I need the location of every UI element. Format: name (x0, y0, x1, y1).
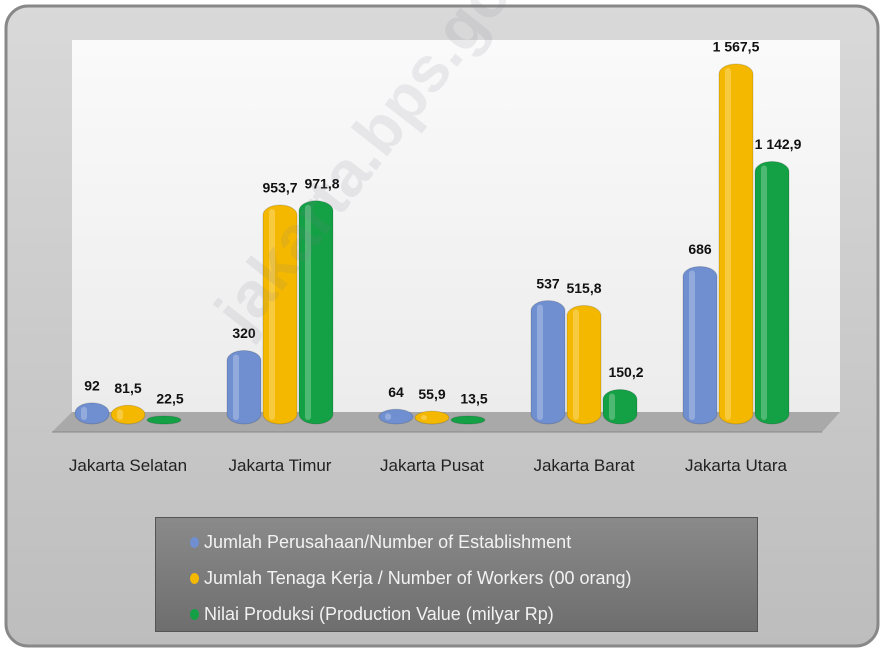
bar-shine (233, 354, 239, 420)
bar (378, 408, 414, 425)
legend-swatch (190, 573, 199, 584)
data-label: 686 (688, 241, 712, 257)
x-tick-label: Jakarta Utara (684, 456, 788, 475)
data-label: 537 (536, 275, 560, 291)
bar-shine (305, 204, 311, 420)
data-label: 22,5 (156, 391, 183, 407)
bar (602, 389, 638, 425)
data-label: 971,8 (304, 176, 339, 192)
bar (74, 402, 110, 425)
legend-item: Jumlah Tenaga Kerja / Number of Workers … (190, 560, 757, 596)
bar (226, 350, 262, 425)
bar (754, 161, 790, 425)
bar (146, 415, 182, 425)
data-label: 1 567,5 (713, 39, 760, 55)
bar-shine (537, 304, 543, 420)
bar-shine (269, 208, 275, 420)
bar-shine (609, 393, 615, 420)
data-label: 1 142,9 (755, 136, 802, 152)
legend-item: Nilai Produksi (Production Value (milyar… (190, 596, 757, 632)
bar-shine (385, 413, 391, 420)
data-label: 81,5 (114, 380, 141, 396)
data-label: 13,5 (460, 391, 487, 407)
bar (566, 305, 602, 425)
bar (298, 200, 334, 425)
bar (530, 300, 566, 425)
x-tick-label: Jakarta Timur (228, 456, 332, 475)
bar-shine (117, 409, 123, 420)
x-tick-label: Jakarta Selatan (68, 456, 188, 475)
data-label: 515,8 (566, 280, 601, 296)
bar (718, 63, 754, 425)
x-tick-label: Jakarta Pusat (380, 456, 484, 475)
bar (110, 404, 146, 425)
bar-shine (421, 415, 427, 420)
legend-item: Jumlah Perusahaan/Number of Establishmen… (190, 524, 757, 560)
bar (414, 410, 450, 425)
bar (682, 265, 718, 425)
data-label: 55,9 (418, 386, 445, 402)
data-label: 64 (388, 384, 404, 400)
bar-shine (725, 68, 731, 420)
bar (450, 415, 486, 425)
data-label: 92 (84, 378, 100, 394)
bar-shine (573, 309, 579, 420)
data-label: 150,2 (608, 364, 643, 380)
bar-shine (761, 165, 767, 420)
legend-swatch (190, 537, 199, 548)
bar-shine (81, 406, 87, 420)
bar-shine (689, 270, 695, 420)
legend-swatch (190, 609, 199, 620)
legend: Jumlah Perusahaan/Number of Establishmen… (155, 517, 758, 632)
data-label: 320 (232, 325, 256, 341)
bar (262, 204, 298, 425)
data-label: 953,7 (262, 180, 297, 196)
x-tick-label: Jakarta Barat (533, 456, 635, 475)
